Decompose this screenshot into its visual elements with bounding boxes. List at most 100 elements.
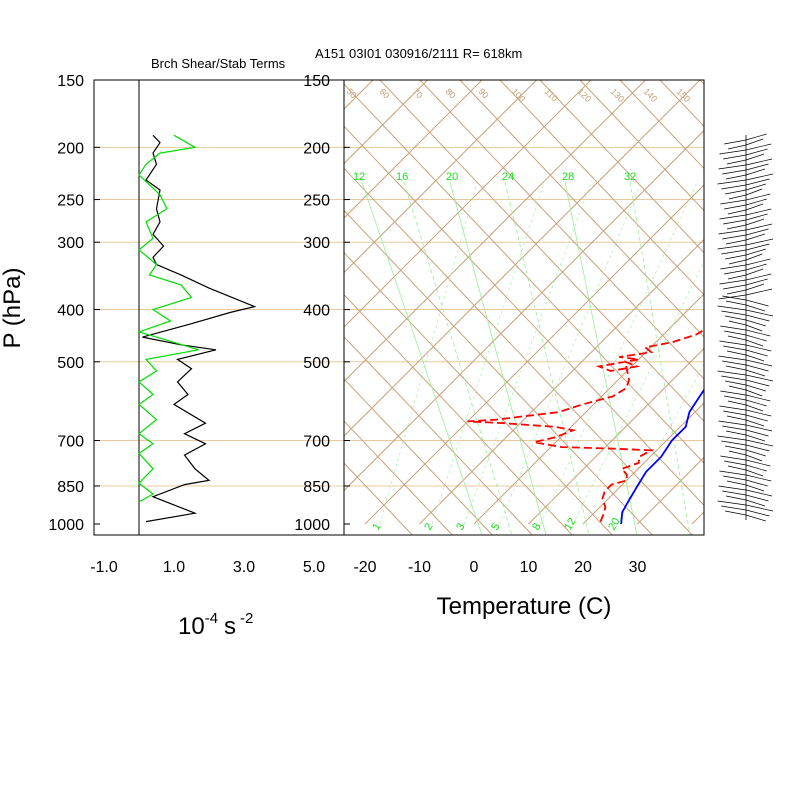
wind-barb xyxy=(720,455,747,461)
wind-barb xyxy=(745,409,772,417)
wind-barb xyxy=(745,449,766,457)
adiabat-line xyxy=(344,83,704,464)
wind-barb xyxy=(723,475,747,481)
left-panel-title: Brch Shear/Stab Terms xyxy=(151,56,286,71)
wind-barb xyxy=(717,305,747,311)
wind-barb xyxy=(717,500,747,506)
mixing-ratio-line xyxy=(537,179,699,531)
isotherm-label: 110 xyxy=(543,86,560,103)
y-tick-label: 700 xyxy=(57,434,84,451)
wind-barb xyxy=(725,495,747,501)
mixing-ratio-bottom-label: 5 xyxy=(489,521,502,532)
mixing-ratio-bottom-label: 20 xyxy=(606,516,623,533)
mixing-ratio-label: 20 xyxy=(446,171,458,183)
wind-barb xyxy=(725,239,747,245)
wind-barb xyxy=(745,439,774,447)
right-y-tick-label: 850 xyxy=(303,479,330,496)
mixing-ratio-bottom-label: 1 xyxy=(370,521,383,532)
shear-stability-panel: 150 200 250 300 400 500 700 850 1000 -1.0 1.0 3.0 5.… xyxy=(48,73,345,576)
wind-barb xyxy=(745,283,765,291)
mixing-ratio-line xyxy=(461,179,593,531)
wind-barb xyxy=(725,254,747,260)
wind-barb xyxy=(721,505,747,511)
wind-barb xyxy=(745,223,773,231)
wind-barb xyxy=(745,419,765,427)
wind-barb xyxy=(745,233,766,241)
wind-barb xyxy=(721,249,747,255)
wind-barb xyxy=(723,154,747,160)
wind-barb xyxy=(745,499,766,507)
right-panel-frame xyxy=(343,79,705,536)
wind-barb xyxy=(722,295,747,301)
y-tick-label: 250 xyxy=(57,193,84,210)
left-x-tick-label: 5.0 xyxy=(303,559,325,576)
wind-barb xyxy=(721,184,747,190)
temperature-x-tick-label: 20 xyxy=(574,559,592,576)
wind-barb xyxy=(745,494,769,502)
wind-barb xyxy=(725,174,747,180)
adiabat-line xyxy=(579,80,704,212)
mixing-ratio-line xyxy=(403,181,513,535)
right-y-tick-label: 500 xyxy=(303,355,330,372)
y-tick-label: 850 xyxy=(57,479,84,496)
mixing-ratio-line xyxy=(496,179,643,531)
y-axis-label: P (hPa) xyxy=(0,268,26,349)
adiabat-line xyxy=(619,80,704,170)
wind-barb xyxy=(724,395,747,401)
wind-barb xyxy=(745,263,767,271)
right-y-tick-label: 400 xyxy=(303,303,330,320)
temperature-line xyxy=(620,388,704,525)
wind-barb xyxy=(745,469,764,477)
wind-barb xyxy=(745,163,769,171)
wind-barb xyxy=(728,385,747,391)
adiabat-line xyxy=(344,336,533,535)
wind-barb xyxy=(719,340,747,346)
wind-barb xyxy=(722,169,747,175)
wind-barb xyxy=(745,153,765,161)
wind-barb xyxy=(725,189,747,195)
wind-barb xyxy=(745,434,766,442)
wind-barb xyxy=(745,399,767,407)
temperature-x-tick-label: 10 xyxy=(520,559,538,576)
wind-barb xyxy=(718,164,747,170)
right-y-tick-label: 150 xyxy=(303,73,330,90)
wind-barb xyxy=(745,198,767,206)
adiabat-line xyxy=(699,80,704,85)
wind-barb xyxy=(745,344,772,352)
wind-barb xyxy=(745,228,769,236)
wind-barb xyxy=(745,329,771,337)
wind-barb xyxy=(745,193,771,201)
mixing-ratio-line xyxy=(564,181,638,535)
wind-barb xyxy=(745,334,767,342)
y-tick-label: 500 xyxy=(57,355,84,372)
wind-barb xyxy=(745,414,768,422)
right-y-tick-label: 250 xyxy=(303,193,330,210)
isotherm-label: 120 xyxy=(576,86,594,104)
wind-barb xyxy=(745,379,770,387)
wind-barb xyxy=(745,278,768,286)
wind-barb xyxy=(745,133,767,141)
wind-barb xyxy=(745,143,772,151)
wind-barb xyxy=(745,509,770,517)
mixing-ratio-label: 28 xyxy=(562,171,574,183)
wind-barb xyxy=(723,284,747,290)
wind-barb xyxy=(727,465,747,471)
wind-barb xyxy=(745,479,768,487)
wind-barb xyxy=(727,144,747,150)
adiabat-line xyxy=(419,80,704,380)
wind-barb xyxy=(745,459,771,467)
wind-barb xyxy=(721,310,747,316)
wind-barb xyxy=(717,370,747,376)
wind-barb xyxy=(725,510,747,516)
mixing-ratio-line xyxy=(569,261,704,531)
mixing-ratio-label: 16 xyxy=(396,171,408,183)
wind-barb xyxy=(723,345,747,351)
wind-barb xyxy=(726,350,747,356)
wind-barb xyxy=(745,364,769,372)
wind-barb xyxy=(745,304,766,312)
x-axis-label-units: 10-4 s -2 xyxy=(178,610,253,640)
mixing-ratio-label: 24 xyxy=(502,171,514,183)
wind-barb xyxy=(745,148,768,156)
wind-barb xyxy=(719,279,747,285)
adiabat-line xyxy=(740,80,800,535)
